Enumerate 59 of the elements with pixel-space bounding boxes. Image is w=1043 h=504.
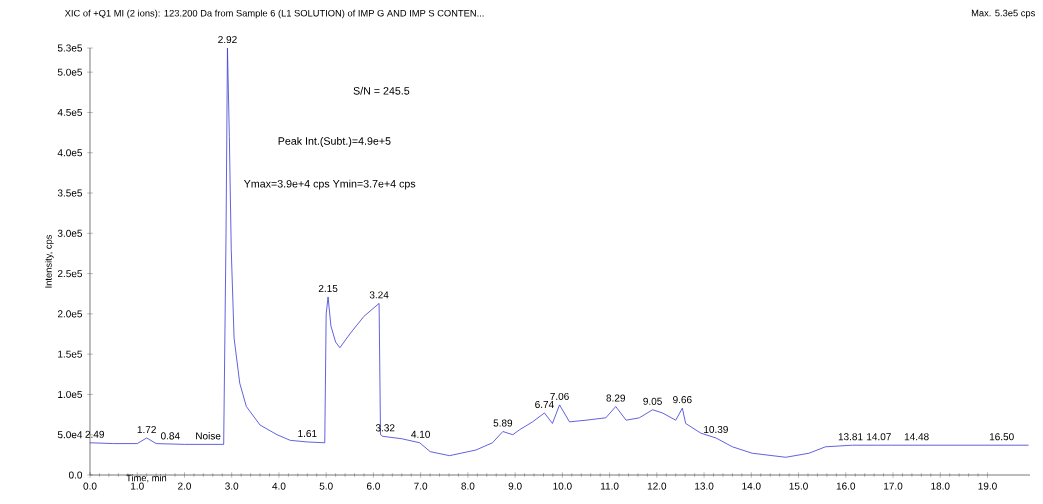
annotation: 16.50 <box>989 433 1014 441</box>
y-tick-label: 3.5e5 <box>57 189 83 197</box>
y-tick-label: 5.0e5 <box>57 68 83 76</box>
chart-title: XIC of +Q1 MI (2 ions): 123.200 Da from Sample 6 (L1 SOLUTION) of IMP G AND IMP S CONTEN... <box>64 9 484 19</box>
x-tick-label: 10.0 <box>553 482 572 490</box>
x-tick-label: 18.0 <box>931 482 950 490</box>
annotation: Noise <box>196 432 221 440</box>
y-tick-label: 4.0e5 <box>57 149 83 157</box>
x-tick-label: 7.0 <box>414 482 428 490</box>
x-tick-label: 4.0 <box>272 482 286 490</box>
y-tick-label: 4.5e5 <box>57 108 83 116</box>
x-tick-label: 12.0 <box>647 482 667 490</box>
x-tick-label: 5.0 <box>319 482 333 490</box>
y-tick-label: 5.0e4 <box>57 431 83 439</box>
annotation: S/N = 245.5 <box>353 86 410 95</box>
x-tick-label: 0.0 <box>83 482 97 490</box>
y-tick-label: 2.0e5 <box>57 310 83 318</box>
annotation: 4.10 <box>411 430 430 438</box>
annotation: 5.89 <box>493 419 513 427</box>
x-tick-label: 11.0 <box>600 482 619 490</box>
x-tick-label: 15.0 <box>789 482 808 490</box>
x-tick-label: 8.0 <box>461 482 475 490</box>
annotation: 14.48 <box>904 433 929 441</box>
y-axis-title: Intensity, cps <box>44 234 54 288</box>
y-tick-label: 1.0e5 <box>58 390 83 398</box>
annotation: 13.81 <box>838 433 863 441</box>
x-tick-label: 2.0 <box>178 482 192 490</box>
annotation: 1.61 <box>298 429 317 438</box>
annotation: Ymax=3.9e+4 cps Ymin=3.7e+4 cps <box>243 179 416 190</box>
x-tick-label: 1.0 <box>131 482 144 490</box>
y-tick-label: 3.0e5 <box>57 229 83 237</box>
x-tick-label: 13.0 <box>695 482 714 490</box>
annotation: 7.06 <box>550 392 569 400</box>
y-tick-label: 1.5e5 <box>58 350 83 358</box>
annotation: 9.66 <box>673 396 692 404</box>
annotation: 14.07 <box>867 433 891 441</box>
y-tick-label: 5.3e5 <box>57 44 83 52</box>
x-axis-title: Time, min <box>126 474 167 483</box>
x-tick-label: 9.0 <box>508 482 522 490</box>
annotation: 0.84 <box>160 432 180 440</box>
annotation: 2.15 <box>318 284 338 293</box>
annotation: 3.24 <box>369 291 389 299</box>
x-tick-label: 3.0 <box>225 482 239 490</box>
y-tick-label: 0.0 <box>68 471 83 479</box>
annotation: 2.49 <box>85 430 104 438</box>
annotation: 2.92 <box>218 35 237 44</box>
annotation: Peak Int.(Subt.)=4.9e+5 <box>278 136 391 147</box>
annotation: 10.39 <box>704 425 728 434</box>
x-tick-label: 14.0 <box>742 482 761 490</box>
x-tick-label: 17.0 <box>884 482 903 490</box>
annotation: 1.72 <box>137 426 156 434</box>
annotation: 8.29 <box>606 394 625 402</box>
x-tick-label: 16.0 <box>836 482 856 490</box>
x-tick-label: 6.0 <box>366 482 380 490</box>
y-tick-label: 2.5e5 <box>57 270 83 278</box>
annotation: 6.74 <box>535 400 554 409</box>
chart-subtitle: Max. 5.3e5 cps <box>971 9 1035 19</box>
x-tick-label: 19.0 <box>978 482 997 490</box>
annotation: 9.05 <box>643 397 662 405</box>
